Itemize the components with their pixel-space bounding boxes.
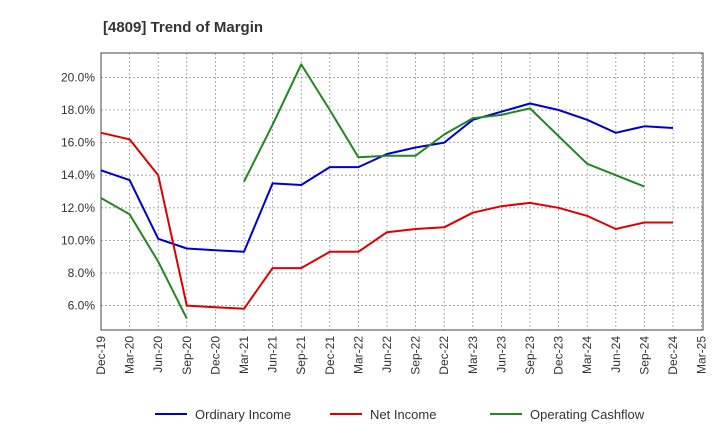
x-tick-label: Mar-21 [237,336,251,374]
x-tick-label: Sep-23 [523,336,537,375]
x-tick-label: Sep-22 [409,336,423,375]
legend-item: Operating Cashflow [490,407,645,422]
series-line [100,131,673,310]
x-tick-label: Jun-22 [380,336,394,373]
legend-item: Net Income [330,407,436,422]
series-operating-cashflow [100,63,645,320]
grid-lines [101,53,703,330]
y-tick-label: 12.0% [61,201,95,215]
chart-title: [4809] Trend of Margin [103,19,263,36]
series-line [100,102,674,253]
x-tick-label: Jun-20 [151,336,165,373]
y-axis-ticks: 6.0% 8.0% 10.0% 12.0% 14.0% 16.0% 18.0% 20.0% [61,70,95,312]
x-tick-label: Dec-23 [552,336,566,375]
legend-label: Net Income [370,407,436,422]
x-axis-ticks: Dec-19 Mar-20 Jun-20 Sep-20 Dec-20 Mar-21 Jun-… [94,336,709,375]
x-tick-label: Jun-21 [266,336,280,373]
x-tick-label: Mar-22 [351,336,365,374]
series-net-income [100,131,673,310]
y-tick-label: 8.0% [68,266,96,280]
x-tick-label: Dec-22 [437,336,451,375]
x-tick-label: Jun-23 [494,336,508,373]
x-tick-label: Mar-20 [123,336,137,374]
y-tick-label: 10.0% [61,233,95,247]
series-line [243,63,645,188]
y-tick-label: 20.0% [61,70,95,84]
legend-label: Operating Cashflow [530,407,645,422]
x-tick-label: Dec-19 [94,336,108,375]
series-ordinary-income [100,102,674,253]
series-lines [100,63,674,320]
legend-item: Ordinary Income [155,407,291,422]
legend-label: Ordinary Income [195,407,291,422]
x-tick-label: Dec-21 [323,336,337,375]
x-tick-label: Mar-24 [580,336,594,374]
plot-area-frame [100,52,704,331]
y-tick-label: 18.0% [61,103,95,117]
x-tick-label: Dec-20 [208,336,222,375]
x-tick-label: Sep-24 [637,336,651,375]
x-tick-label: Sep-21 [294,336,308,375]
y-tick-label: 6.0% [68,299,96,313]
series-line [100,197,188,320]
x-tick-label: Jun-24 [609,336,623,373]
x-tick-label: Sep-20 [180,336,194,375]
x-tick-label: Mar-23 [466,336,480,374]
y-tick-label: 16.0% [61,136,95,150]
y-tick-label: 14.0% [61,168,95,182]
legend: Ordinary Income Net Income Operating Cashf… [155,407,645,422]
x-tick-label: Mar-25 [695,336,709,374]
x-tick-label: Dec-24 [666,336,680,375]
